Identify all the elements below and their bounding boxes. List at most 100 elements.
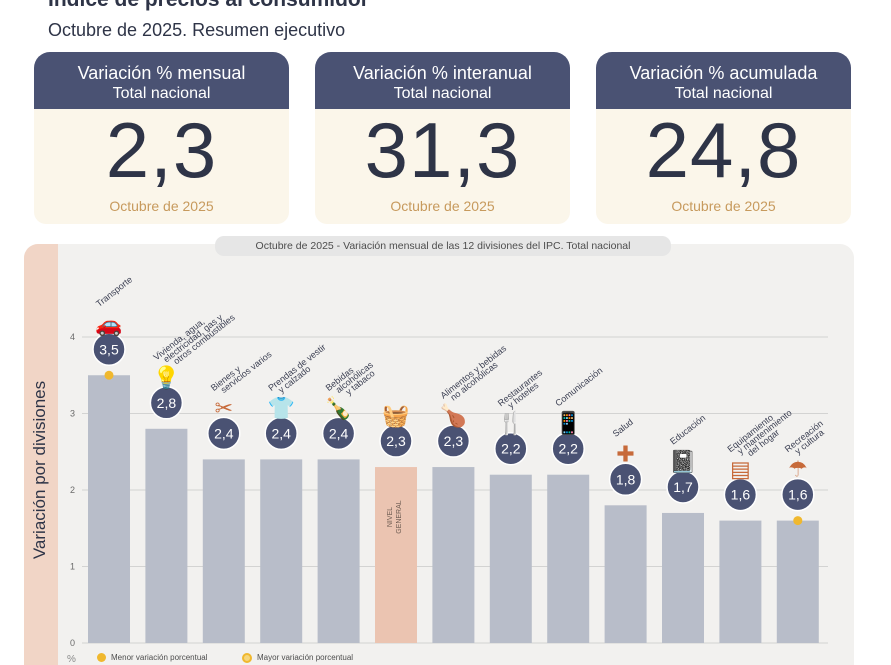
min-marker <box>793 516 803 526</box>
data-label: 1,6 <box>731 487 751 503</box>
category-label: NIVEL <box>387 507 394 527</box>
max-marker <box>104 370 114 380</box>
kpi-card-monthly: Variación % mensual Total nacional 2,3 O… <box>34 52 289 224</box>
grooming-icon: ✂ <box>215 396 233 421</box>
data-label: 2,3 <box>444 433 464 449</box>
bar <box>604 505 647 643</box>
category-label: Prendas de vestir <box>266 342 327 393</box>
kpi-card-yoy: Variación % interanual Total nacional 31… <box>315 52 570 224</box>
food-icon: 🍗 <box>440 403 467 429</box>
value-badge <box>436 424 471 458</box>
data-label: 2,4 <box>271 425 291 441</box>
category-label: Transporte <box>94 274 134 308</box>
kpi-scope: Total nacional <box>112 85 211 102</box>
y-tick-label: 3 <box>70 409 75 419</box>
bar <box>489 474 532 643</box>
bar <box>719 520 762 643</box>
value-badge <box>92 332 126 366</box>
category-label: GENERAL <box>396 500 403 534</box>
kpi-scope: Total nacional <box>674 85 773 102</box>
restaurant-icon: 🍴 <box>497 411 524 437</box>
kpi-card-ytd: Variación % acumulada Total nacional 24,… <box>596 52 851 224</box>
car-icon: 🚗 <box>95 312 122 337</box>
value-badge <box>379 424 413 458</box>
y-axis-label-strip <box>24 244 58 665</box>
value-badge <box>321 416 356 451</box>
bar <box>547 474 590 643</box>
kpi-card-header: Variación % mensual Total nacional <box>34 52 289 109</box>
chart-caption-text: - Variación mensual de las 12 divisiones… <box>333 240 631 252</box>
legend-max: Mayor variación porcentual <box>242 653 353 663</box>
shirt-icon: 👕 <box>267 396 294 421</box>
appliance-icon: ▤ <box>730 458 751 483</box>
y-axis-unit: % <box>67 654 76 665</box>
value-badge <box>608 462 643 497</box>
y-tick-label: 4 <box>70 332 75 342</box>
value-badge <box>723 477 758 512</box>
kpi-title: Variación % mensual <box>77 63 246 83</box>
data-label: 1,6 <box>788 487 808 503</box>
kpi-value: 2,3 <box>105 106 218 194</box>
legend-min: Menor variación porcentual <box>97 653 208 663</box>
chart-caption-period: Octubre de 2025 <box>255 240 334 252</box>
data-label: 1,7 <box>673 479 693 495</box>
data-label: 2,8 <box>157 395 177 411</box>
bar <box>145 428 188 643</box>
kpi-card-header: Variación % acumulada Total nacional <box>596 52 851 109</box>
bar <box>202 459 245 643</box>
legend-min-label: Menor variación porcentual <box>111 653 208 662</box>
y-tick-label: 0 <box>70 638 75 648</box>
bar <box>375 467 417 643</box>
health-cross-icon: ✚ <box>616 442 634 467</box>
y-tick-label: 2 <box>70 485 75 495</box>
kpi-card-body: 2,3 Octubre de 2025 <box>34 109 289 224</box>
page-subtitle: Octubre de 2025. Resumen ejecutivo <box>48 20 346 40</box>
category-label: Salud <box>611 417 635 439</box>
y-tick-label: 1 <box>70 562 75 572</box>
data-label: 2,2 <box>558 441 578 457</box>
legend-max-label: Mayor variación porcentual <box>257 653 354 663</box>
kpi-title: Variación % acumulada <box>629 63 818 83</box>
kpi-value: 24,8 <box>645 106 802 194</box>
phone-icon: 📱 <box>554 411 581 437</box>
value-badge <box>781 477 815 512</box>
value-badge <box>264 416 298 451</box>
bar <box>662 512 704 643</box>
kpi-scope: Total nacional <box>393 85 492 102</box>
kpi-period: Octubre de 2025 <box>671 198 776 214</box>
value-badge <box>551 431 585 466</box>
shopping-basket-icon: 🧺 <box>382 404 409 429</box>
data-label: 2,2 <box>501 441 521 457</box>
bar <box>432 467 475 643</box>
bar <box>317 459 360 643</box>
beach-umbrella-icon: ☂ <box>788 458 808 483</box>
chart-caption: Octubre de 2025 - Variación mensual de l… <box>215 236 671 256</box>
data-label: 2,3 <box>386 433 406 449</box>
kpi-card-body: 24,8 Octubre de 2025 <box>596 109 851 224</box>
data-label: 3,5 <box>99 341 119 357</box>
value-badge <box>149 386 184 420</box>
kpi-period: Octubre de 2025 <box>109 198 214 214</box>
kpi-period: Octubre de 2025 <box>390 198 495 214</box>
kpi-title: Variación % interanual <box>353 63 532 83</box>
bar <box>260 459 303 643</box>
kpi-value: 31,3 <box>364 106 521 194</box>
value-badge <box>666 470 700 504</box>
legend-max-dot <box>242 653 252 663</box>
kpi-card-header: Variación % interanual Total nacional <box>315 52 570 109</box>
bar <box>88 375 130 643</box>
category-label: Comunicación <box>553 365 604 408</box>
page-title: Índice de precios al consumidor <box>48 0 369 12</box>
category-label: Alimentos y bebidas <box>438 343 508 401</box>
legend-min-dot <box>97 653 106 663</box>
value-badge <box>207 416 241 451</box>
kpi-card-body: 31,3 Octubre de 2025 <box>315 109 570 224</box>
notebook-icon: 📓 <box>669 449 696 475</box>
value-badge <box>494 431 528 466</box>
data-label: 1,8 <box>616 471 636 487</box>
data-label: 2,4 <box>329 425 349 441</box>
bar <box>776 520 819 643</box>
lightbulb-icon: 💡 <box>153 365 180 391</box>
category-label: Educación <box>668 413 707 447</box>
